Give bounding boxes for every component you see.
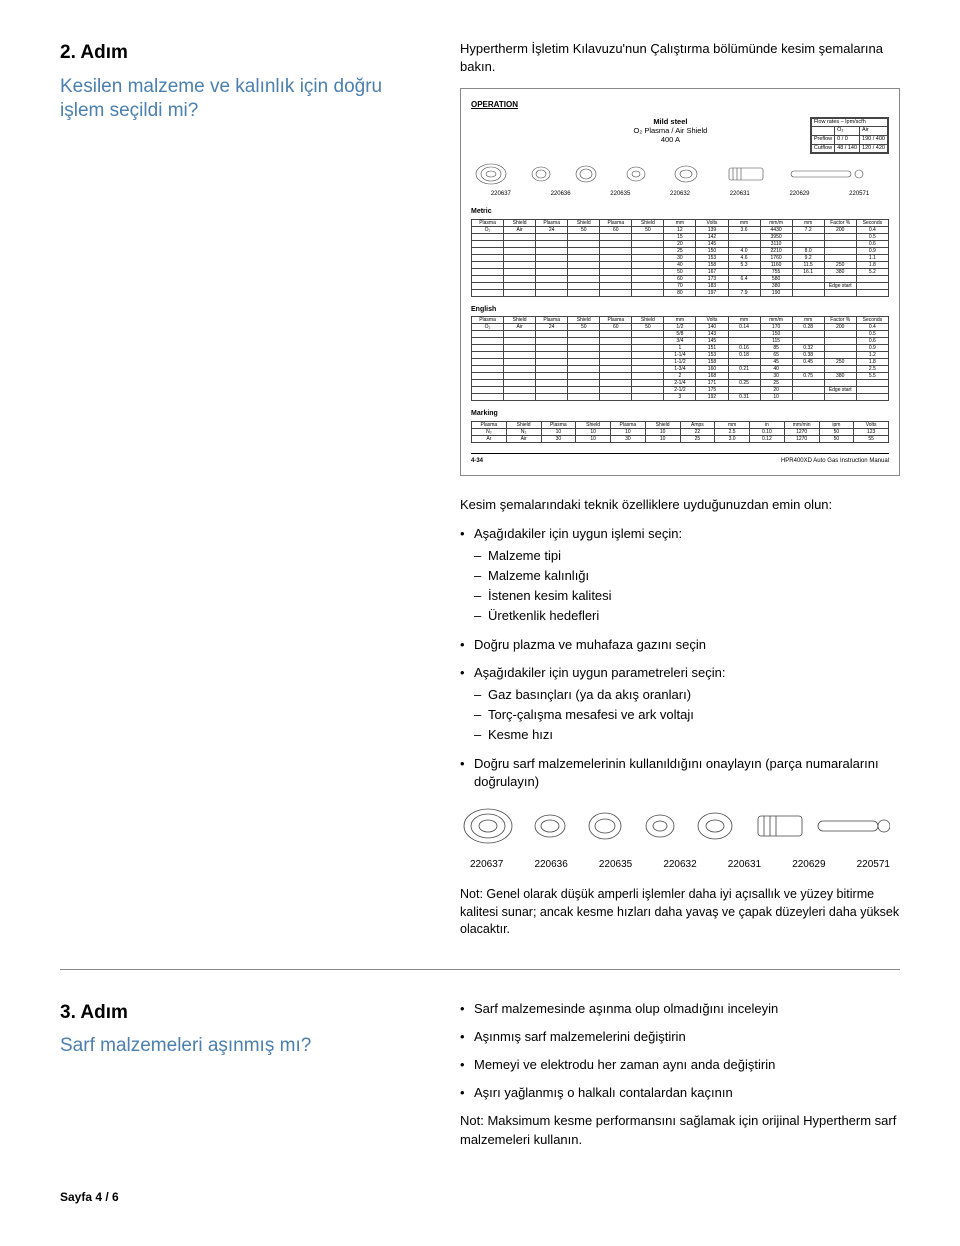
part-num: 220571 <box>857 858 890 872</box>
consumables-svg-big <box>460 805 890 847</box>
checklist: Aşağıdakiler için uygun işlemi seçin: Ma… <box>460 525 900 791</box>
part-num: 220636 <box>534 858 567 872</box>
step3-title: Sarf malzemeleri aşınmış mı? <box>60 1034 420 1059</box>
step3-note: Not: Maksimum kesme performansını sağlam… <box>460 1112 900 1148</box>
mild-steel-block: Mild steel O₂ Plasma / Air Shield 400 A <box>634 117 708 144</box>
part-num: 220635 <box>590 190 650 198</box>
part-num: 220632 <box>650 190 710 198</box>
sub-item: Malzeme tipi <box>474 547 900 565</box>
consumables-row-small <box>471 162 889 186</box>
sub-item: Üretkenlik hedefleri <box>474 607 900 625</box>
mild-l1: Mild steel <box>634 117 708 126</box>
sub-item: Gaz basınçları (ya da akış oranları) <box>474 686 900 704</box>
op-footer-right: HPR400XD Auto Gas Instruction Manual <box>781 457 889 465</box>
parts-row-small: 220637 220636 220635 220632 220631 22062… <box>471 190 889 198</box>
marking-label: Marking <box>471 409 889 419</box>
part-num: 220629 <box>792 858 825 872</box>
step2-left: 2. Adım Kesilen malzeme ve kalınlık için… <box>60 40 420 939</box>
s3-item: Aşınmış sarf malzemelerini değiştirin <box>460 1028 900 1046</box>
consumables-row-big <box>460 805 900 852</box>
separator <box>60 969 900 970</box>
s3-item: Sarf malzemesinde aşınma olup olmadığını… <box>460 1000 900 1018</box>
checklist-item: Aşağıdakiler için uygun işlemi seçin: Ma… <box>460 525 900 626</box>
part-num: 220636 <box>531 190 591 198</box>
mild-l2: O₂ Plasma / Air Shield <box>634 126 708 135</box>
checklist-item: Aşağıdakiler için uygun parametreleri se… <box>460 664 900 745</box>
big-note: Not: Genel olarak düşük amperli işlemler… <box>460 886 900 939</box>
part-num: 220629 <box>770 190 830 198</box>
mild-l3: 400 A <box>634 135 708 144</box>
checklist-lead: Kesim şemalarındaki teknik özelliklere u… <box>460 496 900 514</box>
sub-item: Kesme hızı <box>474 726 900 744</box>
step2-title: Kesilen malzeme ve kalınlık için doğru i… <box>60 75 420 124</box>
step3-row: 3. Adım Sarf malzemeleri aşınmış mı? Sar… <box>60 1000 900 1149</box>
checklist-item: Doğru plazma ve muhafaza gazını seçin <box>460 636 900 654</box>
operation-title: OPERATION <box>471 99 889 110</box>
part-num: 220637 <box>470 858 503 872</box>
english-table: PlasmaShieldPlasmaShieldPlasmaShieldmmVo… <box>471 316 889 401</box>
flow-head: Flow rates – lpm/scfh <box>811 118 887 127</box>
step2-number: 2. Adım <box>60 40 420 67</box>
page-footer: Sayfa 4 / 6 <box>60 1189 900 1206</box>
parts-row-big: 220637 220636 220635 220632 220631 22062… <box>460 858 900 872</box>
step3-list: Sarf malzemesinde aşınma olup olmadığını… <box>460 1000 900 1103</box>
english-label: English <box>471 305 889 315</box>
sub-item: Torç-çalışma mesafesi ve ark voltajı <box>474 706 900 724</box>
operation-panel: OPERATION Mild steel O₂ Plasma / Air Shi… <box>460 88 900 476</box>
step2-intro: Hypertherm İşletim Kılavuzu'nun Çalıştır… <box>460 40 900 76</box>
sub-item: Malzeme kalınlığı <box>474 567 900 585</box>
bullet-text: Aşağıdakiler için uygun işlemi seçin: <box>474 526 682 541</box>
part-num: 220631 <box>728 858 761 872</box>
sub-item: İstenen kesim kalitesi <box>474 587 900 605</box>
marking-table: PlasmaShieldPlasmaShieldPlasmaShieldAmps… <box>471 421 889 443</box>
metric-table: PlasmaShieldPlasmaShieldPlasmaShieldmmVo… <box>471 219 889 297</box>
step3-number: 3. Adım <box>60 1000 420 1027</box>
flow-rates-box: Flow rates – lpm/scfh O₂ Air Preflow 0 /… <box>810 117 889 155</box>
part-num: 220632 <box>663 858 696 872</box>
bullet-text: Aşağıdakiler için uygun parametreleri se… <box>474 665 725 680</box>
part-num: 220635 <box>599 858 632 872</box>
step3-left: 3. Adım Sarf malzemeleri aşınmış mı? <box>60 1000 420 1149</box>
part-num: 220631 <box>710 190 770 198</box>
part-num: 220571 <box>829 190 889 198</box>
step2-right: Hypertherm İşletim Kılavuzu'nun Çalıştır… <box>460 40 900 939</box>
op-footer-left: 4-34 <box>471 457 483 465</box>
checklist-item: Doğru sarf malzemelerinin kullanıldığını… <box>460 755 900 791</box>
part-num: 220637 <box>471 190 531 198</box>
metric-label: Metric <box>471 207 889 217</box>
operation-header: Mild steel O₂ Plasma / Air Shield 400 A … <box>471 117 889 155</box>
step2-row: 2. Adım Kesilen malzeme ve kalınlık için… <box>60 40 900 939</box>
step3-right: Sarf malzemesinde aşınma olup olmadığını… <box>460 1000 900 1149</box>
s3-item: Aşırı yağlanmış o halkalı contalardan ka… <box>460 1084 900 1102</box>
operation-footer: 4-34 HPR400XD Auto Gas Instruction Manua… <box>471 453 889 465</box>
consumables-svg-small <box>471 162 871 186</box>
s3-item: Memeyi ve elektrodu her zaman aynı anda … <box>460 1056 900 1074</box>
